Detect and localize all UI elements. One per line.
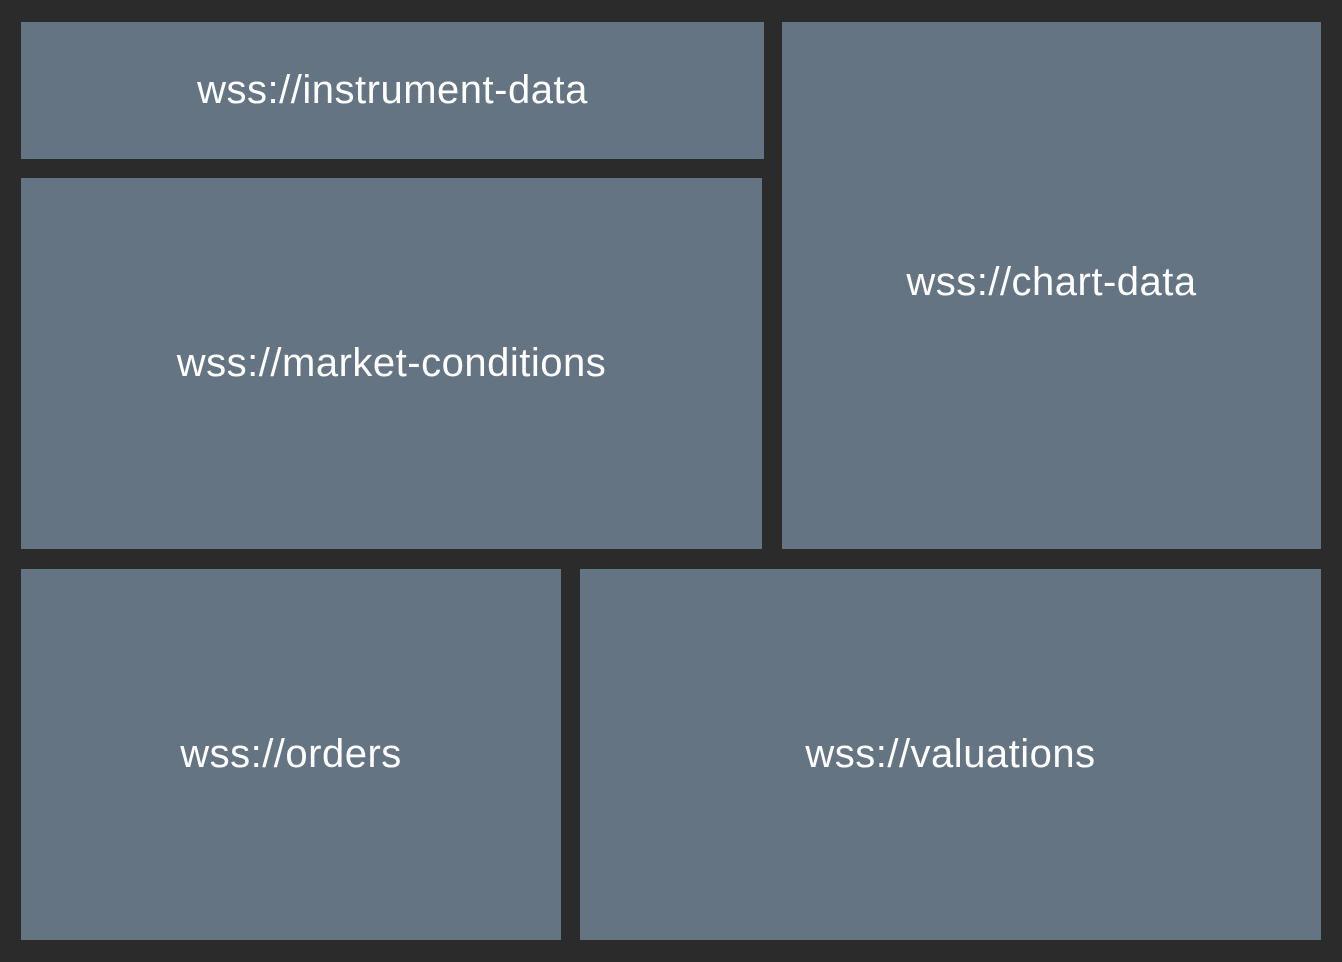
panel-orders: wss://orders: [21, 569, 561, 940]
panel-label-market-conditions: wss://market-conditions: [176, 341, 607, 385]
panel-instrument-data: wss://instrument-data: [21, 22, 764, 159]
panel-chart-data: wss://chart-data: [782, 22, 1321, 549]
panel-label-chart-data: wss://chart-data: [906, 260, 1197, 304]
panel-label-orders: wss://orders: [180, 732, 402, 776]
panel-valuations: wss://valuations: [580, 569, 1321, 940]
panel-market-conditions: wss://market-conditions: [21, 178, 762, 549]
panel-label-valuations: wss://valuations: [805, 732, 1096, 776]
panel-label-instrument-data: wss://instrument-data: [197, 68, 588, 112]
